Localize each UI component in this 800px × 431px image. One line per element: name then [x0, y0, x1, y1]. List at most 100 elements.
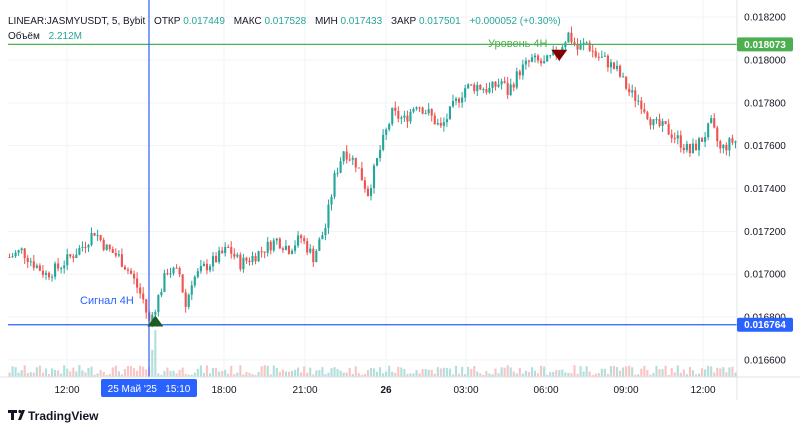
candle-body: [448, 106, 452, 120]
candle-body: [506, 82, 509, 95]
candle-body: [44, 272, 48, 275]
volume-bar: [84, 372, 87, 377]
candle-body: [114, 253, 117, 256]
volume-bar: [552, 371, 555, 377]
tradingview-logo-dot: [18, 409, 22, 414]
candle-body: [35, 265, 38, 268]
volume-bar: [430, 369, 433, 377]
volume-bar: [704, 369, 707, 377]
volume-value: 2.212M: [49, 31, 82, 42]
volume-bar: [47, 374, 51, 377]
candle-body: [415, 107, 418, 109]
candle-body: [491, 81, 494, 88]
time-axis[interactable]: 12:00 18:00 21:00 26 03:00 06:00 09:00 12:00: [0, 376, 800, 396]
volume-bar: [524, 370, 527, 377]
candle-body: [734, 141, 737, 143]
candle-body: [26, 257, 29, 262]
sell-signal-marker[interactable]: [551, 49, 568, 61]
candle-body: [306, 241, 309, 253]
volume-bar: [99, 370, 102, 377]
volume-bar: [628, 365, 631, 377]
volume-bar: [637, 374, 640, 377]
volume-bar: [667, 374, 670, 377]
candle-body: [688, 143, 691, 154]
volume-bar: [691, 370, 695, 377]
high-label: МАКС: [234, 16, 262, 27]
volume-bar: [66, 368, 69, 377]
volume-bar: [442, 367, 445, 377]
candle-body: [582, 42, 585, 45]
volume-bar: [728, 367, 731, 377]
price-tick-label: 0.017800: [744, 98, 786, 109]
candle-body: [63, 265, 66, 269]
candle-body: [594, 51, 597, 57]
volume-bar: [722, 367, 725, 377]
candle-body: [691, 143, 695, 154]
candle-body: [467, 84, 470, 89]
volume-bar: [136, 370, 139, 377]
candle-body: [20, 248, 23, 251]
candle-body: [327, 204, 330, 228]
candle-body: [215, 255, 218, 263]
volume-bar: [600, 368, 603, 377]
time-tick-label: 06:00: [533, 385, 558, 396]
volume-bar: [293, 369, 297, 377]
candle-body: [439, 123, 442, 126]
volume-bar: [470, 368, 473, 377]
candle-body: [664, 121, 667, 125]
volume-bar: [184, 373, 187, 377]
candle-body: [139, 287, 142, 294]
candle-body: [530, 57, 534, 62]
candle-body: [640, 100, 643, 110]
volume-bar: [379, 367, 382, 377]
volume-bar: [694, 374, 698, 377]
volume-bar: [327, 372, 330, 377]
low-label: МИН: [315, 16, 338, 27]
crosshair-time-tag-text: 25 Май '25 15:10: [108, 384, 191, 395]
volume-bar: [719, 368, 722, 377]
candle-body: [464, 88, 467, 98]
candle-body: [90, 233, 93, 245]
candle-body: [710, 118, 713, 124]
candle-body: [242, 257, 245, 270]
volume-bar: [649, 374, 652, 377]
candle-body: [409, 111, 412, 122]
candle-body: [236, 254, 239, 257]
close-value: 0.017501: [419, 16, 461, 27]
volume-bar: [239, 365, 242, 377]
volume-bar: [713, 372, 716, 377]
price-tick-label: 0.018200: [744, 13, 786, 24]
candle-body: [187, 294, 190, 307]
candle-body: [230, 247, 233, 254]
candle-body: [345, 151, 348, 160]
low-value: 0.017433: [340, 16, 382, 27]
volume-bar: [32, 372, 35, 377]
candle-body: [266, 241, 269, 253]
candle-body: [707, 123, 710, 138]
volume-bar: [129, 366, 133, 377]
volume-bar: [87, 368, 90, 377]
volume-bar: [75, 371, 78, 377]
volume-bar: [126, 365, 130, 377]
volume-bar: [685, 374, 688, 377]
volume-bar: [451, 374, 455, 377]
tradingview-logo[interactable]: TradingView: [8, 409, 99, 423]
volume-bar: [597, 373, 600, 377]
volume-bar: [518, 367, 521, 377]
candle-body: [136, 278, 139, 288]
buy-signal-marker[interactable]: [147, 315, 164, 327]
candle-body: [69, 254, 72, 257]
volume-bar: [166, 367, 169, 377]
open-value: 0.017449: [183, 16, 225, 27]
volume-bar: [178, 369, 181, 377]
volume-bar: [670, 368, 673, 377]
candle-body: [315, 250, 318, 263]
price-tick-label: 0.017600: [744, 141, 786, 152]
candle-body: [154, 312, 157, 315]
candle-body: [497, 84, 500, 87]
price-tick-label: 0.017400: [744, 184, 786, 195]
volume-bar: [236, 372, 239, 377]
candle-body: [96, 235, 99, 237]
candle-body: [284, 245, 287, 250]
